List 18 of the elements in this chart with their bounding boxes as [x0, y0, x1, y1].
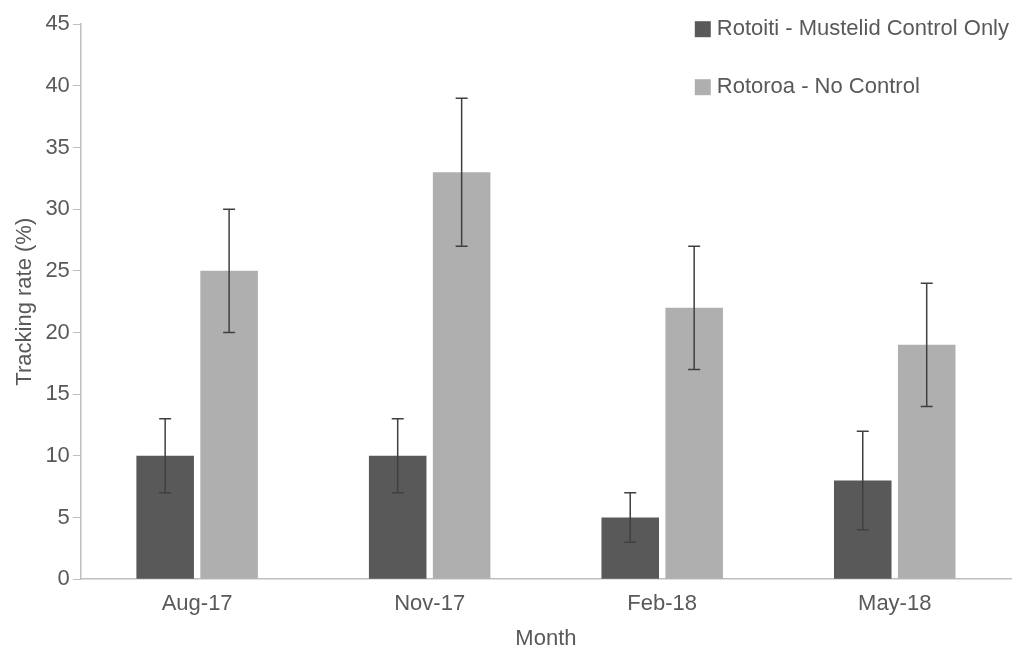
x-tick-label: Feb-18	[627, 590, 698, 616]
y-tick-label: 5	[57, 503, 70, 529]
y-tick-label: 45	[45, 10, 70, 36]
y-axis-title: Tracking rate (%)	[11, 217, 37, 386]
y-tick-label: 15	[45, 380, 70, 406]
y-tick-label: 40	[45, 71, 70, 97]
y-tick-label: 10	[45, 441, 70, 467]
y-tick-label: 35	[45, 133, 70, 159]
x-tick-label: Aug-17	[161, 590, 233, 616]
legend-label: Rotoroa - No Control	[716, 73, 920, 99]
y-tick-label: 25	[45, 256, 70, 282]
x-tick-label: Nov-17	[394, 590, 466, 616]
y-tick-label: 20	[45, 318, 70, 344]
legend-label: Rotoiti - Mustelid Control Only	[716, 15, 1010, 41]
y-tick-label: 30	[45, 195, 70, 221]
y-tick-label: 0	[57, 565, 70, 591]
x-tick-label: May-18	[858, 590, 932, 616]
x-axis-title: Month	[515, 624, 577, 650]
